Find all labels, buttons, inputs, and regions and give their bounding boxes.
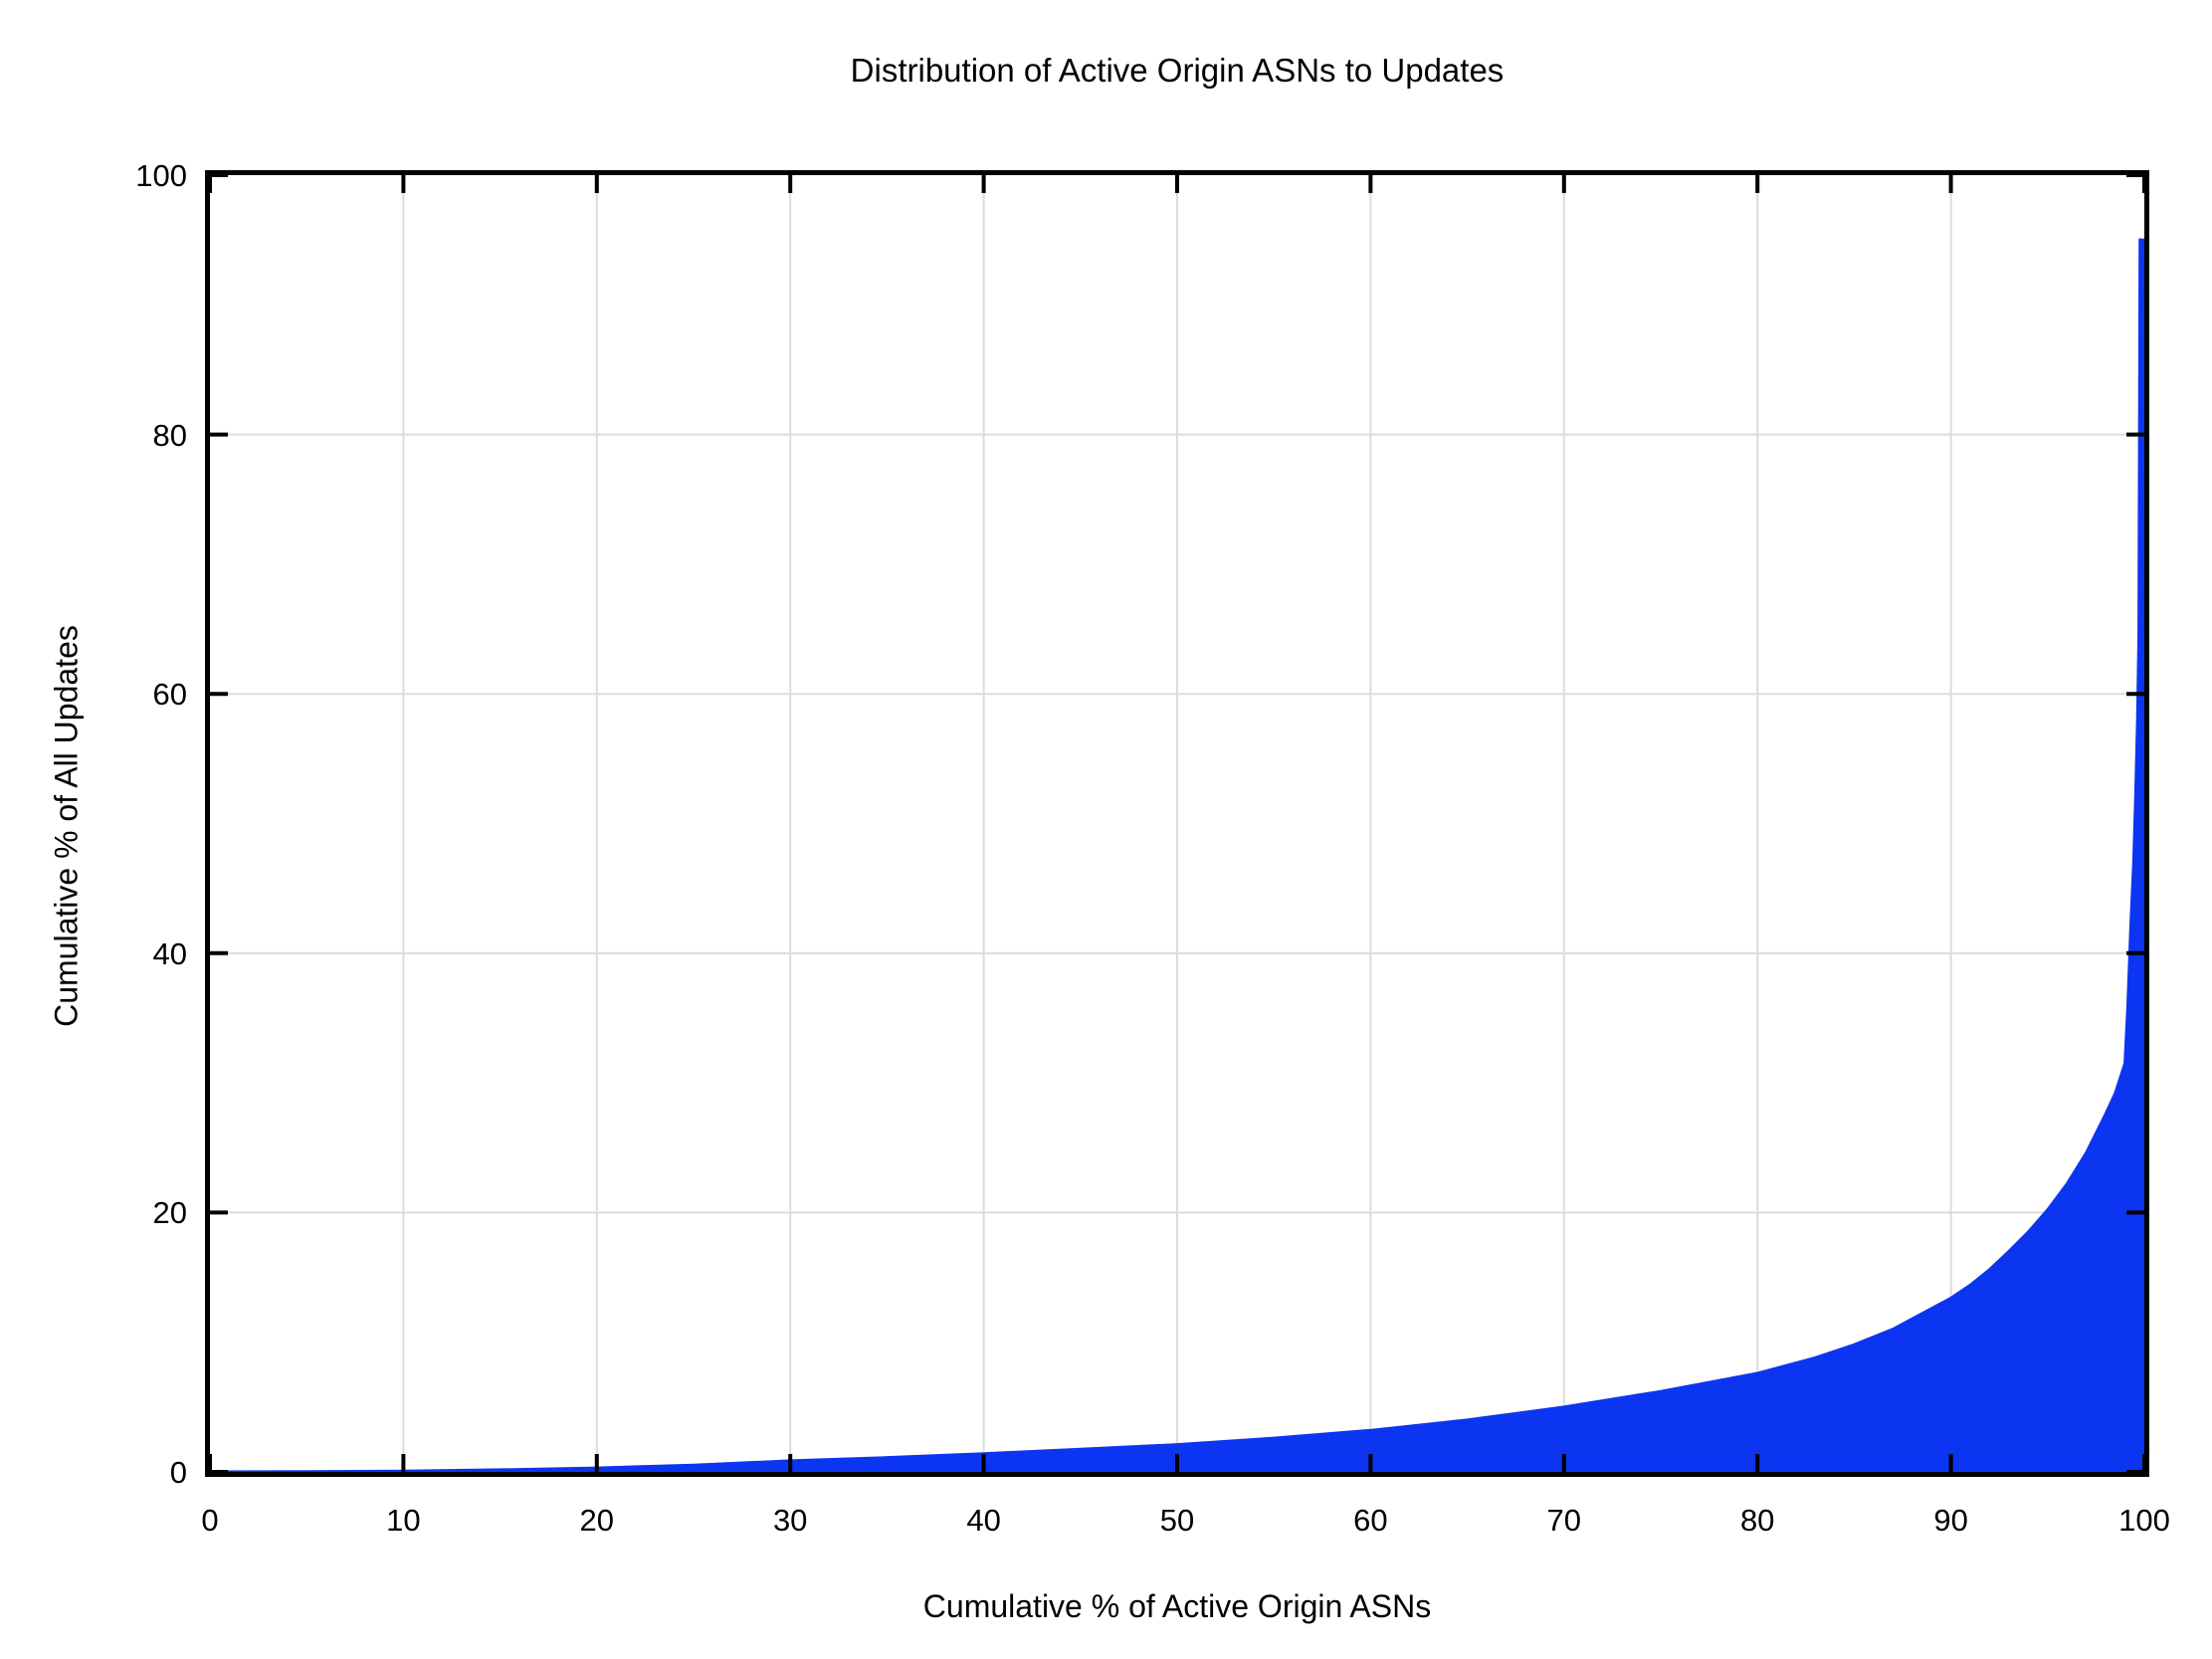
chart-title: Distribution of Active Origin ASNs to Up… xyxy=(850,52,1505,89)
y-tick-label: 20 xyxy=(152,1195,187,1231)
x-tick-label: 30 xyxy=(772,1503,808,1538)
x-tick-label: 100 xyxy=(2118,1503,2170,1538)
area-chart xyxy=(210,175,2144,1472)
x-tick-label: 90 xyxy=(1933,1503,1968,1538)
y-tick-label: 40 xyxy=(152,935,187,971)
x-tick-label: 10 xyxy=(386,1503,421,1538)
y-tick-label: 60 xyxy=(152,677,187,713)
cumulative-area-series xyxy=(210,238,2144,1472)
x-axis-label: Cumulative % of Active Origin ASNs xyxy=(922,1588,1432,1624)
x-tick-label: 0 xyxy=(201,1503,219,1538)
x-tick-label: 20 xyxy=(579,1503,615,1538)
x-tick-label: 40 xyxy=(966,1503,1001,1538)
y-tick-label: 0 xyxy=(169,1455,187,1490)
plot-area xyxy=(205,170,2149,1477)
x-tick-label: 70 xyxy=(1546,1503,1582,1538)
y-tick-label: 80 xyxy=(152,417,187,453)
x-tick-label: 50 xyxy=(1159,1503,1195,1538)
x-tick-label: 60 xyxy=(1353,1503,1388,1538)
gridlines xyxy=(210,175,2144,1472)
axis-ticks xyxy=(210,175,2144,1472)
y-tick-label: 100 xyxy=(135,158,187,193)
x-tick-label: 80 xyxy=(1739,1503,1775,1538)
